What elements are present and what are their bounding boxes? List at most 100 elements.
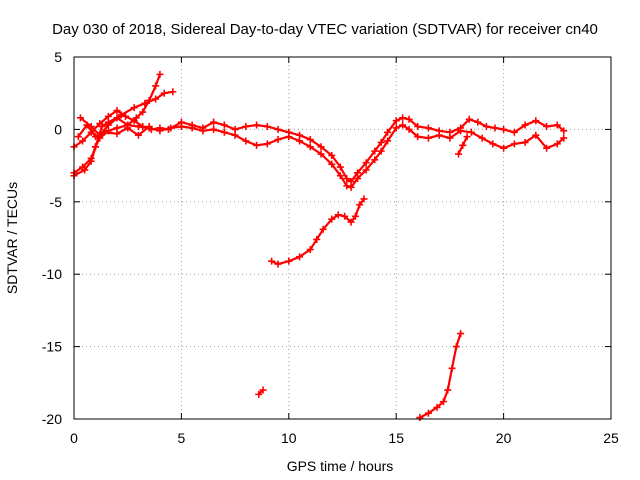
- data-point: [347, 183, 355, 191]
- data-point: [478, 134, 486, 142]
- data-point: [463, 133, 471, 141]
- data-point: [124, 124, 132, 132]
- data-point: [253, 121, 261, 129]
- data-point: [177, 123, 185, 131]
- data-point: [274, 260, 282, 268]
- data-point: [76, 114, 84, 122]
- data-point: [100, 128, 108, 136]
- data-point: [405, 115, 413, 123]
- data-point: [328, 151, 336, 159]
- x-tick-label: 10: [281, 430, 297, 446]
- data-point: [334, 211, 342, 219]
- data-point: [253, 141, 261, 149]
- data-point: [354, 175, 362, 183]
- data-point: [543, 144, 551, 152]
- data-point: [371, 147, 379, 155]
- data-point: [543, 123, 551, 131]
- data-point: [145, 123, 153, 131]
- x-tick-label: 20: [496, 430, 512, 446]
- data-point: [343, 182, 351, 190]
- axis-layer: 0 5 10 15 20 25 -20 -15 -10 -5 0 5: [42, 49, 619, 446]
- data-point: [424, 409, 432, 417]
- data-point: [414, 123, 422, 131]
- x-tick-label: 5: [178, 430, 186, 446]
- data-point: [199, 127, 207, 135]
- data-point: [141, 99, 149, 107]
- y-tick-label: -15: [42, 339, 62, 355]
- data-point: [521, 121, 529, 129]
- data-point: [167, 124, 175, 132]
- data-point: [392, 124, 400, 132]
- data-point: [448, 364, 456, 372]
- data-point: [160, 89, 168, 97]
- data-point: [399, 121, 407, 129]
- plot-frame: [73, 56, 612, 420]
- data-point: [362, 166, 370, 174]
- x-tick-label: 0: [70, 430, 78, 446]
- series-line: [72, 123, 565, 189]
- data-point: [465, 115, 473, 123]
- data-point: [296, 253, 304, 261]
- data-point: [313, 235, 321, 243]
- data-point: [306, 136, 314, 144]
- data-point: [384, 137, 392, 145]
- data-point: [560, 134, 568, 142]
- data-point: [328, 160, 336, 168]
- series-drop-arc: [268, 195, 368, 268]
- data-point: [152, 95, 160, 103]
- data-point: [220, 128, 228, 136]
- series-early-rise-2: [76, 88, 177, 139]
- data-point: [392, 117, 400, 125]
- y-tick-label: 0: [54, 121, 62, 137]
- series-main-band-lower: [70, 121, 568, 191]
- data-point: [452, 343, 460, 351]
- data-point: [435, 131, 443, 139]
- data-point: [424, 134, 432, 142]
- data-point: [560, 127, 568, 135]
- y-tick-label: -5: [50, 194, 63, 210]
- data-point: [424, 124, 432, 132]
- data-point: [454, 150, 462, 158]
- data-point: [351, 212, 359, 220]
- data-point: [532, 131, 540, 139]
- series-isolated-point: [255, 386, 267, 398]
- data-point: [360, 195, 368, 203]
- data-point: [188, 124, 196, 132]
- data-point: [343, 175, 351, 183]
- data-point: [91, 133, 99, 141]
- y-axis-label: SDTVAR / TECUs: [4, 182, 20, 294]
- data-point: [152, 82, 160, 90]
- data-point: [231, 131, 239, 139]
- y-tick-label: 5: [54, 49, 62, 65]
- data-point: [356, 201, 364, 209]
- data-point: [296, 137, 304, 145]
- data-point: [489, 140, 497, 148]
- data-point: [285, 257, 293, 265]
- data-point: [285, 133, 293, 141]
- data-point: [130, 104, 138, 112]
- series-line: [79, 90, 174, 137]
- y-tick-label: -10: [42, 266, 62, 282]
- data-point: [169, 88, 177, 96]
- data-point: [255, 390, 263, 398]
- data-point: [306, 246, 314, 254]
- data-point: [117, 111, 125, 119]
- data-point: [98, 123, 106, 131]
- data-point: [242, 123, 250, 131]
- data-point: [268, 257, 276, 265]
- data-point: [416, 414, 424, 422]
- data-point: [274, 125, 282, 133]
- series-line: [77, 123, 151, 138]
- data-point: [87, 157, 95, 165]
- data-point: [377, 147, 385, 155]
- data-point: [319, 225, 327, 233]
- data-point: [317, 143, 325, 151]
- data-point: [399, 114, 407, 122]
- series-line: [418, 332, 462, 419]
- data-point: [457, 127, 465, 135]
- data-point: [156, 127, 164, 135]
- data-point: [467, 128, 475, 136]
- data-point: [74, 133, 82, 141]
- data-point: [444, 386, 452, 394]
